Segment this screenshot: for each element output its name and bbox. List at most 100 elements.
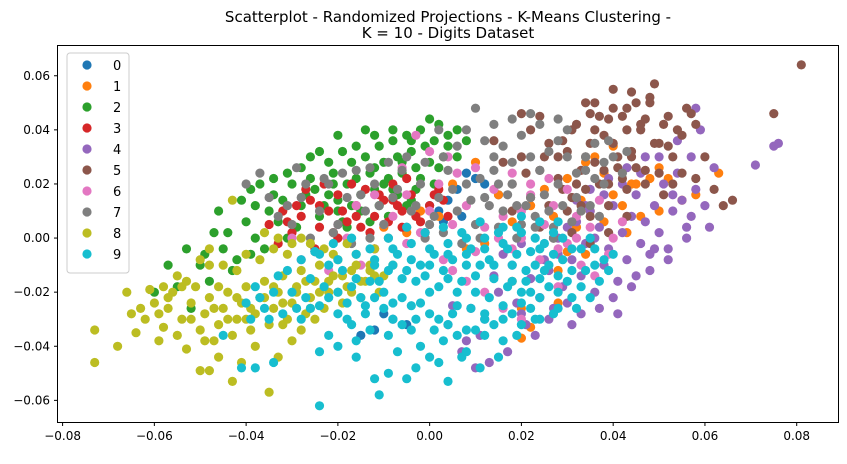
data-point	[438, 222, 448, 232]
data-point	[296, 255, 306, 265]
data-point	[535, 314, 545, 324]
data-point	[700, 201, 710, 211]
data-point	[489, 136, 499, 146]
data-point	[461, 325, 471, 335]
data-point	[259, 276, 270, 286]
data-point	[567, 244, 577, 254]
data-point	[493, 287, 504, 297]
data-point	[691, 173, 701, 184]
data-point	[301, 179, 311, 189]
data-point	[622, 255, 632, 265]
data-point	[383, 330, 393, 340]
data-point	[214, 352, 224, 362]
data-point	[461, 233, 471, 243]
data-point	[470, 103, 481, 113]
data-point	[617, 168, 628, 178]
data-point	[553, 217, 563, 227]
data-point	[425, 287, 435, 297]
data-point	[484, 201, 494, 211]
data-point	[608, 152, 618, 162]
data-point	[567, 265, 577, 276]
data-point	[585, 222, 595, 232]
data-point	[507, 168, 517, 178]
data-point	[443, 141, 453, 151]
data-point	[218, 303, 228, 313]
data-point	[314, 249, 325, 259]
data-point	[640, 217, 650, 227]
data-point	[246, 314, 256, 324]
x-tick-label: 0.04	[600, 429, 627, 443]
x-tick-label: 0.08	[783, 429, 810, 443]
data-point	[273, 271, 283, 281]
data-point	[287, 219, 297, 230]
data-point	[512, 201, 522, 211]
data-point	[443, 274, 453, 284]
data-point	[622, 146, 632, 157]
data-point	[585, 109, 595, 119]
data-point	[351, 336, 361, 346]
data-point	[296, 211, 306, 221]
legend-marker-8	[82, 228, 92, 238]
data-point	[204, 276, 214, 286]
data-point	[544, 206, 554, 216]
data-point	[351, 274, 361, 284]
data-point	[415, 298, 426, 308]
data-point	[218, 260, 228, 270]
data-point	[599, 179, 609, 189]
data-point	[668, 206, 678, 216]
legend-marker-5	[82, 165, 92, 175]
data-point	[691, 119, 701, 129]
data-point	[516, 130, 527, 140]
data-point	[503, 190, 513, 200]
data-point	[347, 233, 357, 243]
data-point	[310, 314, 320, 324]
data-point	[461, 249, 471, 259]
data-point	[415, 179, 426, 189]
data-point	[590, 173, 600, 184]
data-point	[241, 217, 251, 227]
data-point	[608, 233, 618, 243]
data-point	[539, 265, 550, 276]
data-point	[351, 201, 361, 211]
data-point	[443, 376, 453, 386]
y-tick-label: −0.06	[13, 393, 50, 407]
data-point	[356, 222, 366, 232]
data-point	[567, 255, 577, 265]
data-point	[443, 165, 453, 175]
data-point	[489, 260, 499, 270]
data-point	[310, 184, 320, 194]
data-point	[374, 141, 384, 151]
data-point	[562, 125, 572, 135]
data-point	[516, 228, 527, 238]
data-point	[585, 233, 595, 243]
data-point	[264, 192, 274, 203]
data-point	[223, 314, 233, 324]
data-point	[498, 336, 508, 346]
legend-label-8: 8	[113, 227, 121, 242]
legend-label-1: 1	[113, 80, 121, 95]
data-point	[553, 136, 563, 146]
chart-subtitle: K = 10 - Digits Dataset	[362, 24, 535, 42]
data-point	[388, 192, 398, 203]
data-point	[645, 265, 655, 276]
data-point	[411, 163, 421, 173]
data-point	[204, 260, 214, 270]
data-point	[548, 249, 559, 259]
data-point	[186, 314, 196, 324]
data-point	[392, 184, 403, 194]
data-point	[457, 352, 467, 362]
data-point	[718, 201, 728, 211]
data-point	[411, 201, 421, 211]
data-point	[622, 184, 632, 194]
data-point	[324, 190, 334, 200]
data-point	[539, 190, 550, 200]
data-point	[613, 276, 623, 286]
data-point	[177, 314, 187, 324]
data-point	[360, 206, 370, 216]
data-point	[571, 168, 582, 178]
data-point	[163, 260, 173, 270]
data-point	[443, 249, 453, 259]
data-point	[273, 233, 283, 243]
data-point	[149, 298, 159, 308]
data-point	[374, 276, 384, 286]
